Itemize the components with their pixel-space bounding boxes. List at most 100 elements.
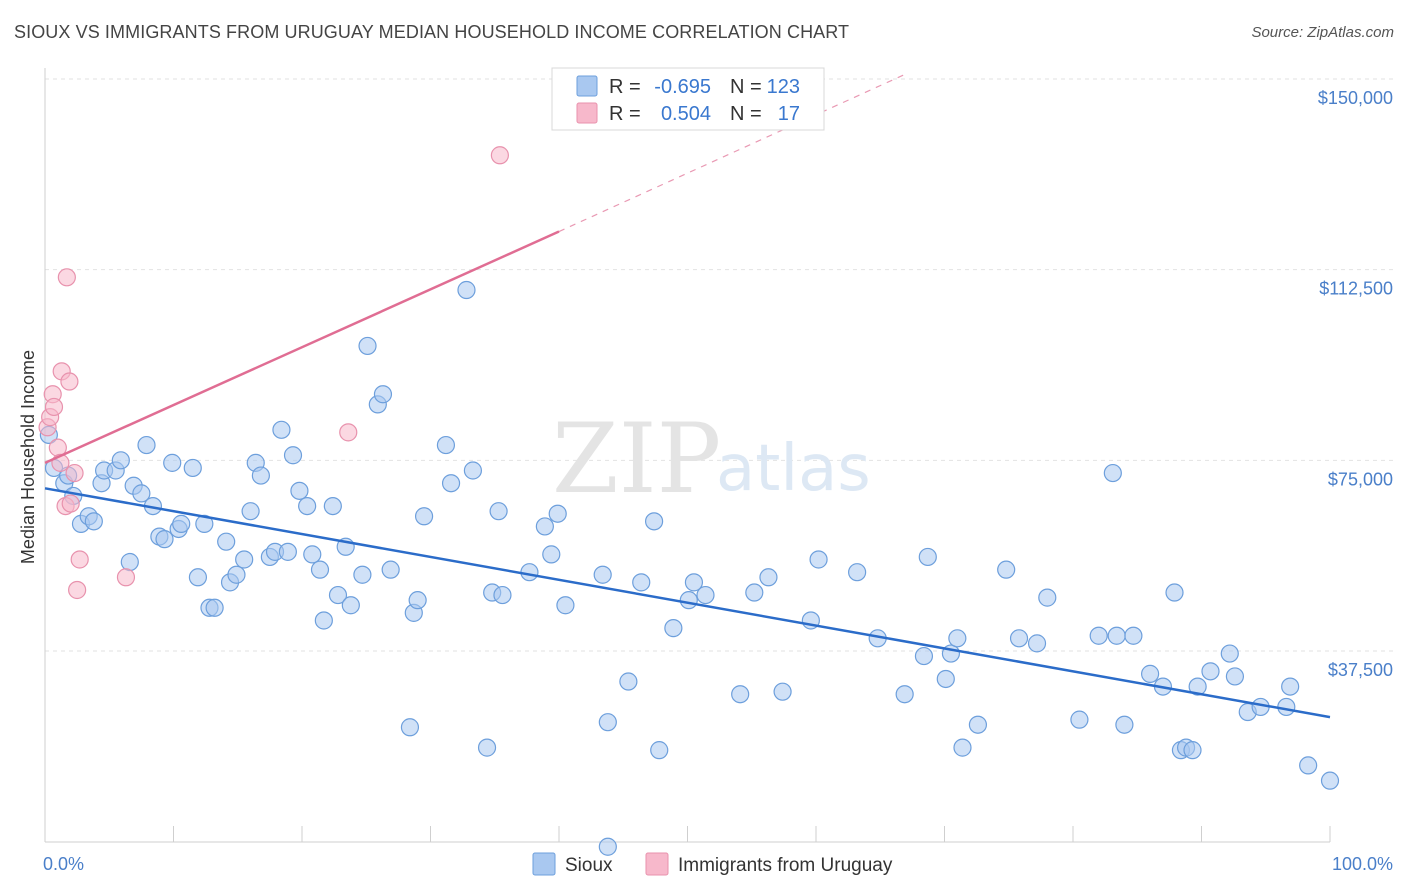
- series-legend-label-sioux: Sioux: [565, 855, 613, 876]
- y-tick-label: $75,000: [1328, 469, 1393, 489]
- sioux-point: [217, 532, 236, 551]
- sioux-point: [323, 496, 342, 516]
- sioux-point: [1107, 626, 1126, 645]
- uruguay-point: [68, 580, 87, 600]
- sioux-point: [278, 542, 297, 561]
- sioux-point: [381, 560, 400, 579]
- legend-n-label-uruguay: N =: [730, 103, 762, 125]
- sioux-point: [1299, 756, 1318, 775]
- sioux-point: [436, 435, 456, 455]
- sioux-point: [548, 504, 567, 523]
- sioux-point: [195, 514, 214, 533]
- sioux-point: [120, 552, 139, 572]
- sioux-point: [1220, 644, 1239, 663]
- trend-lines: [44, 73, 1331, 719]
- sioux-point: [1188, 677, 1207, 696]
- legend-n-value-uruguay: 17: [778, 103, 800, 125]
- sioux-point: [542, 545, 561, 564]
- sioux-point: [1103, 463, 1122, 483]
- sioux-point: [1140, 664, 1160, 683]
- sioux-point: [1165, 583, 1184, 602]
- sioux-point: [1277, 697, 1296, 717]
- sioux-point: [664, 619, 683, 638]
- sioux-point: [953, 738, 972, 757]
- sioux-point: [1027, 634, 1047, 653]
- uruguay-point: [57, 268, 76, 287]
- sioux-point: [1038, 588, 1057, 607]
- legend-n-value-sioux: 123: [767, 76, 800, 98]
- uruguay-point: [490, 146, 509, 165]
- sioux-point: [163, 453, 182, 472]
- sioux-point: [183, 458, 202, 478]
- legend-r-label-uruguay: R =: [609, 103, 641, 125]
- sioux-point: [353, 565, 372, 584]
- sioux-point: [172, 514, 191, 533]
- sioux-point: [489, 502, 508, 521]
- uruguay-point: [60, 372, 79, 391]
- x-tick-label-max: 100.0%: [1332, 854, 1393, 874]
- y-tick-label: $150,000: [1318, 88, 1393, 108]
- sioux-point: [441, 474, 461, 493]
- sioux-point: [111, 451, 130, 470]
- series-legend-label-uruguay: Immigrants from Uruguay: [678, 855, 893, 876]
- stats-legend: R = -0.695 N = 123 R = 0.504 N = 17: [551, 67, 825, 131]
- sioux-point: [598, 713, 617, 732]
- sioux-point: [1009, 629, 1029, 648]
- legend-r-value-uruguay: 0.504: [661, 103, 711, 125]
- sioux-point: [679, 591, 698, 610]
- sioux-point: [918, 547, 937, 567]
- sioux-point: [235, 550, 254, 569]
- sioux-point: [341, 596, 360, 615]
- sioux-point: [968, 715, 988, 734]
- sioux-point: [745, 583, 764, 602]
- legend-r-label-sioux: R =: [609, 76, 641, 98]
- uruguay-trend-line: [44, 230, 560, 465]
- uruguay-point: [61, 494, 80, 513]
- sioux-point: [848, 563, 867, 582]
- uruguay-point: [339, 423, 358, 442]
- sioux-point: [759, 568, 778, 587]
- sioux-point: [298, 496, 317, 516]
- series-legend-swatch-sioux: [532, 852, 556, 876]
- sioux-point: [731, 685, 750, 704]
- sioux-point: [84, 512, 103, 531]
- sioux-point: [520, 563, 539, 582]
- sioux-point: [895, 685, 914, 704]
- source-credit: Source: ZipAtlas.com: [1251, 24, 1394, 41]
- y-tick-label: $37,500: [1328, 660, 1393, 680]
- sioux-point: [303, 545, 322, 564]
- sioux-point: [290, 481, 309, 500]
- sioux-point: [132, 484, 151, 503]
- sioux-point: [241, 502, 260, 521]
- y-axis-label: Median Household Income: [18, 350, 38, 564]
- sioux-point: [1070, 710, 1089, 729]
- sioux-point: [137, 435, 156, 455]
- sioux-point: [644, 512, 664, 531]
- legend-swatch-uruguay: [576, 102, 598, 124]
- sioux-point: [1124, 626, 1143, 645]
- sioux-point: [619, 672, 638, 691]
- watermark-zip: ZIP: [552, 403, 721, 515]
- sioux-point: [155, 530, 174, 549]
- sioux-point: [1225, 667, 1245, 686]
- legend-n-label-sioux: N =: [730, 76, 762, 98]
- sioux-point: [493, 585, 512, 605]
- sioux-point: [400, 718, 420, 737]
- sioux-point: [914, 646, 934, 666]
- uruguay-point: [70, 550, 89, 569]
- legend-swatch-sioux: [576, 75, 598, 97]
- sioux-point: [1320, 771, 1340, 790]
- sioux-point: [414, 507, 434, 526]
- sioux-point: [373, 385, 393, 404]
- sioux-point: [477, 738, 497, 757]
- sioux-point: [188, 568, 208, 587]
- sioux-point: [328, 585, 348, 605]
- sioux-point: [593, 565, 612, 584]
- sioux-point: [283, 446, 303, 465]
- sioux-point: [1281, 677, 1300, 696]
- sioux-point: [463, 461, 483, 480]
- sioux-point: [314, 611, 333, 630]
- sioux-point: [1115, 715, 1134, 734]
- sioux-point: [358, 336, 377, 356]
